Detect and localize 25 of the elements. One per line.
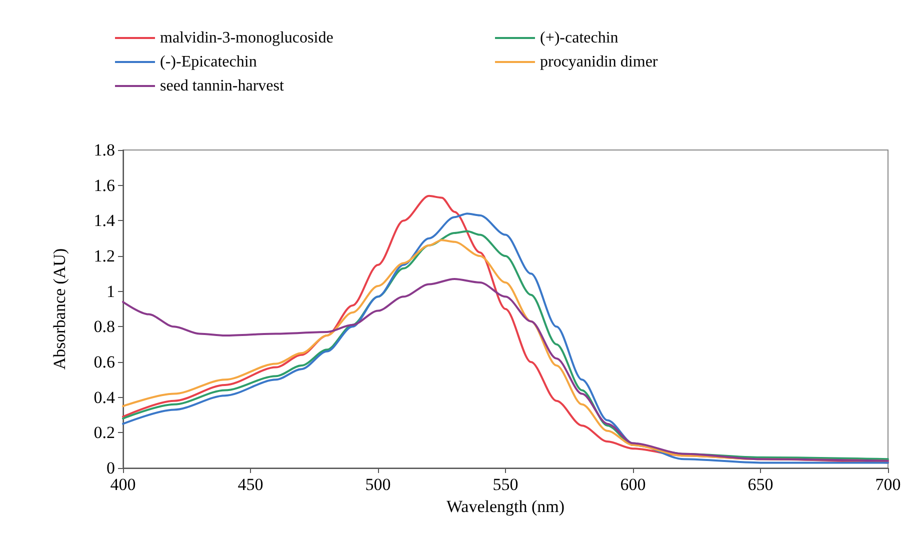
y-tick-label: 0.4: [94, 388, 116, 407]
y-tick-label: 0.8: [94, 317, 115, 336]
legend-label: (-)-Epicatechin: [160, 54, 257, 70]
x-tick-label: 400: [110, 475, 136, 494]
y-tick-label: 1.2: [94, 246, 115, 266]
legend-label: malvidin-3-monoglucoside: [160, 30, 334, 46]
y-tick-label: 1.4: [94, 211, 116, 230]
x-tick-label: 500: [365, 475, 391, 494]
x-tick-label: 600: [620, 475, 646, 494]
legend-label: seed tannin-harvest: [160, 78, 285, 94]
y-tick-label: 1: [106, 282, 115, 301]
x-tick-label: 700: [875, 475, 901, 494]
y-axis-title: Absorbance (AU): [50, 248, 69, 370]
x-axis-title: Wavelength (nm): [446, 497, 565, 516]
y-tick-label: 0.6: [94, 352, 115, 372]
x-tick-label: 450: [238, 475, 264, 494]
y-tick-label: 0.2: [94, 423, 115, 442]
y-tick-label: 1.6: [94, 176, 115, 195]
x-tick-label: 650: [748, 475, 774, 494]
line-series: [122, 278, 889, 462]
legend-label: (+)-catechin: [540, 30, 618, 46]
x-tick-label: 550: [492, 475, 518, 494]
legend-label: procyanidin dimer: [540, 54, 658, 70]
y-tick-label: 1.8: [94, 140, 115, 160]
y-tick-label: 0: [106, 458, 115, 478]
